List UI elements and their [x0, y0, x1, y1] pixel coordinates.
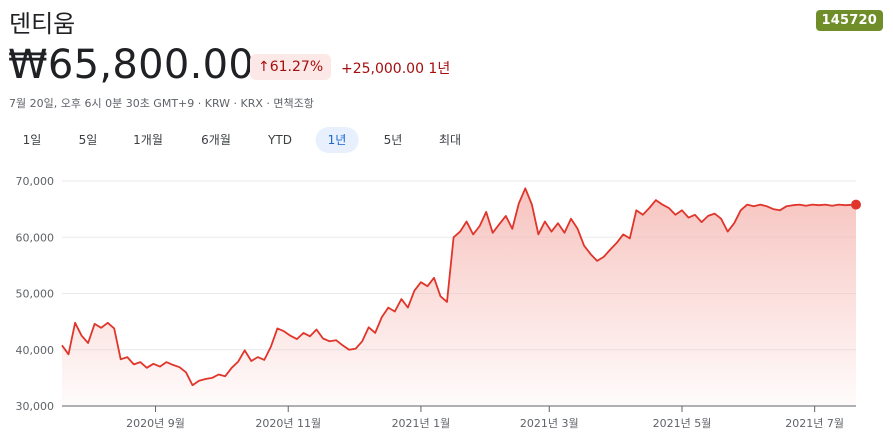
tab-1m[interactable]: 1개월: [133, 133, 163, 147]
series-area: [62, 188, 856, 406]
tab-5d[interactable]: 5일: [78, 133, 98, 147]
x-tick-label: 2021년 5월: [653, 417, 712, 430]
market-meta: 7월 20일, 오후 6시 0분 30초 GMT+9 · KRW · KRX ·…: [9, 97, 314, 110]
y-tick-label: 50,000: [16, 288, 55, 301]
tab-max[interactable]: 최대: [438, 133, 462, 147]
y-tick-label: 40,000: [16, 344, 55, 357]
y-tick-label: 30,000: [16, 400, 55, 413]
x-tick-label: 2021년 3월: [520, 417, 579, 430]
change-percent-value: 61.27%: [269, 59, 324, 75]
tab-1y[interactable]: 1년: [315, 127, 359, 153]
tab-5y[interactable]: 5년: [383, 133, 403, 147]
change-amount: +25,000.00 1년: [341, 61, 451, 77]
arrow-up-icon: ↑: [258, 59, 270, 75]
tab-6m[interactable]: 6개월: [201, 133, 231, 147]
tab-ytd[interactable]: YTD: [268, 133, 292, 147]
last-price-dot[interactable]: [851, 199, 861, 210]
tab-1d[interactable]: 1일: [22, 133, 42, 147]
current-price: ₩65,800.00: [8, 42, 255, 88]
x-axis-ticks: 2020년 9월 2020년 11월 2021년 1월 2021년 3월 2021년 5…: [126, 406, 844, 430]
x-tick-label: 2021년 1월: [392, 417, 451, 430]
x-tick-label: 2020년 9월: [126, 417, 185, 430]
y-tick-label: 60,000: [16, 231, 55, 244]
series-line: [61, 187, 857, 387]
y-tick-label: 70,000: [16, 175, 55, 188]
ticker-badge[interactable]: 145720: [815, 10, 883, 31]
x-tick-label: 2021년 7월: [785, 417, 844, 430]
x-tick-label: 2020년 11월: [255, 417, 321, 430]
stock-name: 덴티움: [9, 10, 76, 38]
y-axis-ticks: 30,000 40,000 50,000 60,000 70,000: [16, 175, 55, 413]
change-percent-badge: ↑61.27%: [250, 54, 332, 80]
